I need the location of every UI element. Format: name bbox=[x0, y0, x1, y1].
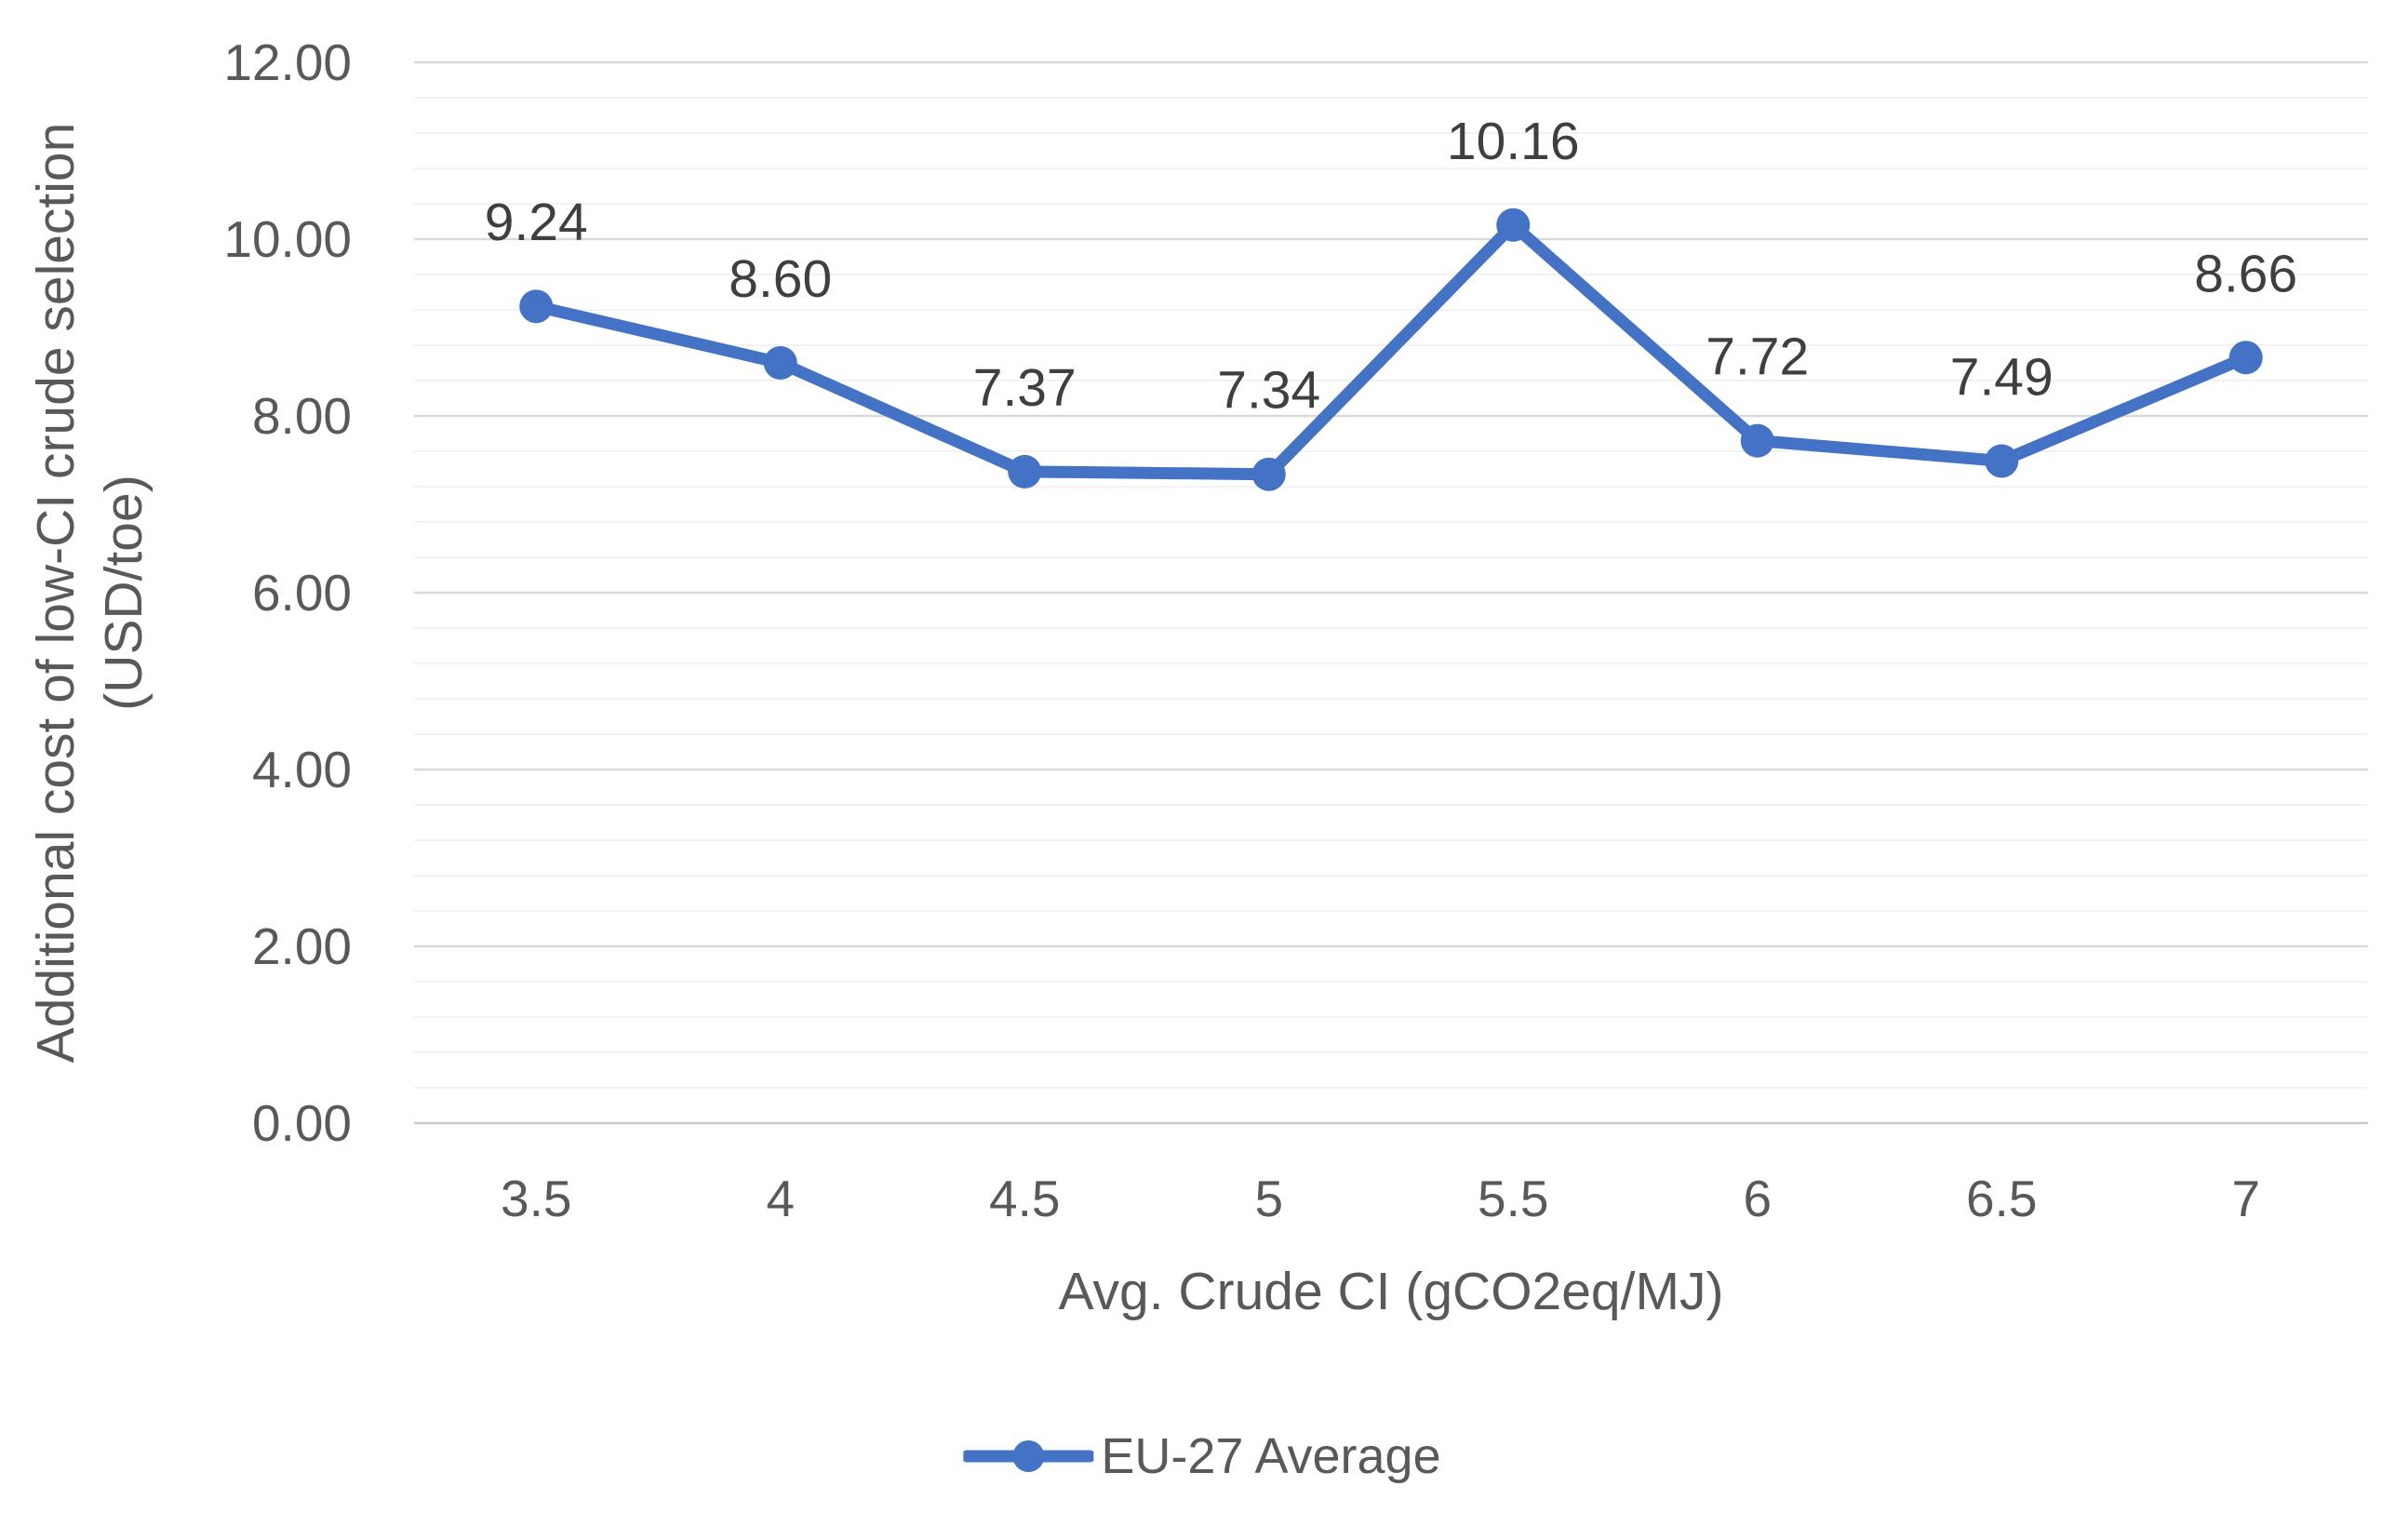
y-tick-label: 8.00 bbox=[252, 387, 352, 445]
data-point-label: 10.16 bbox=[1447, 112, 1580, 171]
x-tick-label: 3.5 bbox=[501, 1170, 571, 1227]
y-tick-label: 2.00 bbox=[252, 917, 352, 975]
data-point-marker bbox=[763, 346, 797, 380]
y-tick-label: 0.00 bbox=[252, 1094, 352, 1152]
y-tick-label: 10.00 bbox=[223, 210, 352, 268]
x-tick-label: 7 bbox=[2231, 1170, 2260, 1227]
y-tick-label: 4.00 bbox=[252, 741, 352, 798]
data-point-label: 7.49 bbox=[1950, 347, 2053, 407]
x-axis-title: Avg. Crude CI (gCO2eq/MJ) bbox=[1058, 1262, 1724, 1321]
data-point-label: 7.72 bbox=[1706, 328, 1809, 387]
y-axis-title: Additional cost of low-CI crude selectio… bbox=[22, 123, 158, 1064]
data-point-marker bbox=[519, 289, 554, 324]
legend: EU-27 Average bbox=[963, 1427, 1441, 1485]
y-axis-title-line1: Additional cost of low-CI crude selectio… bbox=[26, 122, 86, 1064]
x-tick-label: 5 bbox=[1254, 1170, 1283, 1227]
data-point-label: 9.24 bbox=[485, 193, 588, 252]
y-tick-label: 6.00 bbox=[252, 564, 352, 622]
legend-key-icon bbox=[963, 1440, 1094, 1472]
x-tick-label: 4 bbox=[766, 1170, 795, 1227]
data-point-label: 8.60 bbox=[729, 249, 832, 309]
data-point-marker bbox=[1985, 444, 2019, 478]
data-point-marker bbox=[1740, 423, 1774, 458]
y-tick-label: 12.00 bbox=[223, 33, 352, 91]
data-point-marker bbox=[1251, 457, 1286, 491]
x-tick-label: 6.5 bbox=[1966, 1170, 2037, 1227]
data-point-marker bbox=[1008, 454, 1042, 489]
data-point-marker bbox=[1496, 207, 1531, 242]
x-tick-label: 4.5 bbox=[989, 1170, 1060, 1227]
data-point-label: 7.37 bbox=[973, 358, 1077, 418]
x-tick-label: 5.5 bbox=[1478, 1170, 1548, 1227]
legend-marker-icon bbox=[1012, 1440, 1045, 1472]
data-point-marker bbox=[2228, 341, 2263, 375]
y-axis-title-line2: (USD/toe) bbox=[94, 475, 154, 711]
series-line bbox=[529, 219, 2253, 481]
legend-label: EU-27 Average bbox=[1101, 1428, 1441, 1484]
data-point-label: 8.66 bbox=[2194, 244, 2297, 303]
data-point-label: 7.34 bbox=[1217, 361, 1320, 421]
x-tick-label: 6 bbox=[1743, 1170, 1772, 1227]
